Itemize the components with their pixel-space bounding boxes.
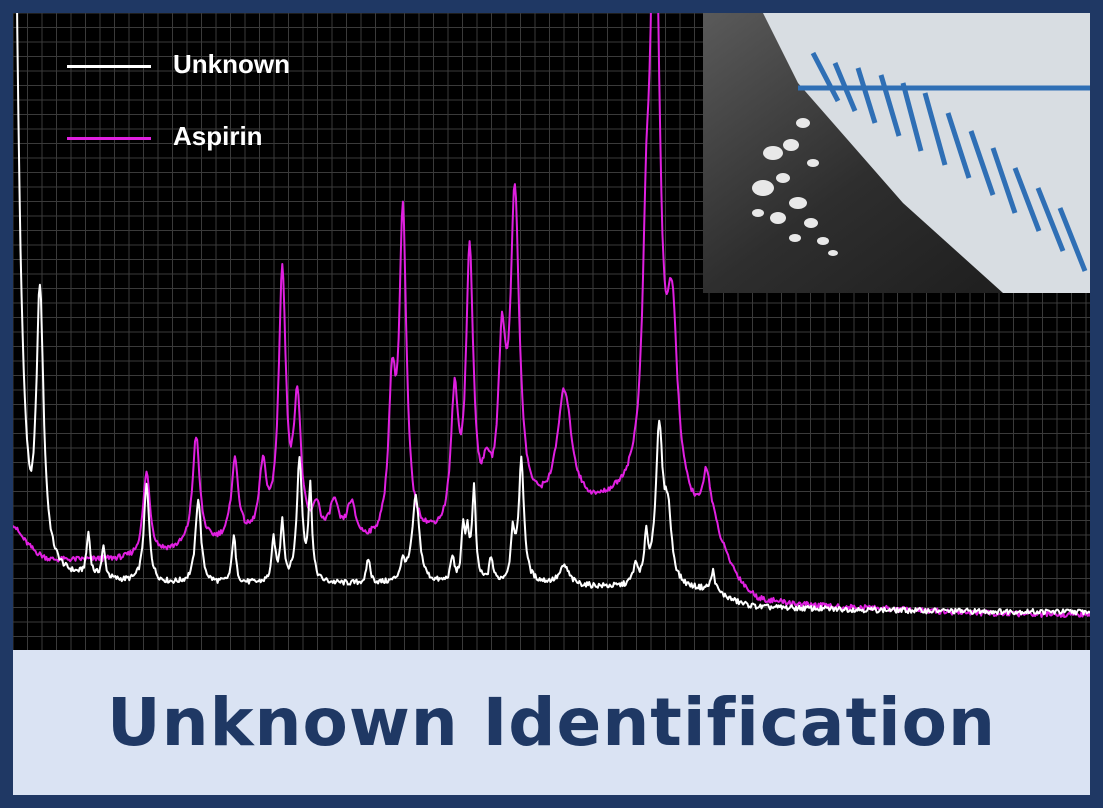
page-title: Unknown Identification (107, 684, 996, 761)
legend-swatch-aspirin (67, 137, 151, 140)
title-band: Unknown Identification (13, 650, 1090, 795)
sample-photo (703, 13, 1090, 293)
spectrum-chart: Unknown Aspirin (13, 13, 1090, 650)
legend-swatch-unknown (67, 65, 151, 68)
sample-photo-image (703, 13, 1090, 293)
legend-label-unknown: Unknown (173, 49, 290, 79)
series-line-unknown (16, 13, 1090, 616)
chart-series (13, 13, 1090, 618)
legend-label-aspirin: Aspirin (173, 121, 263, 151)
